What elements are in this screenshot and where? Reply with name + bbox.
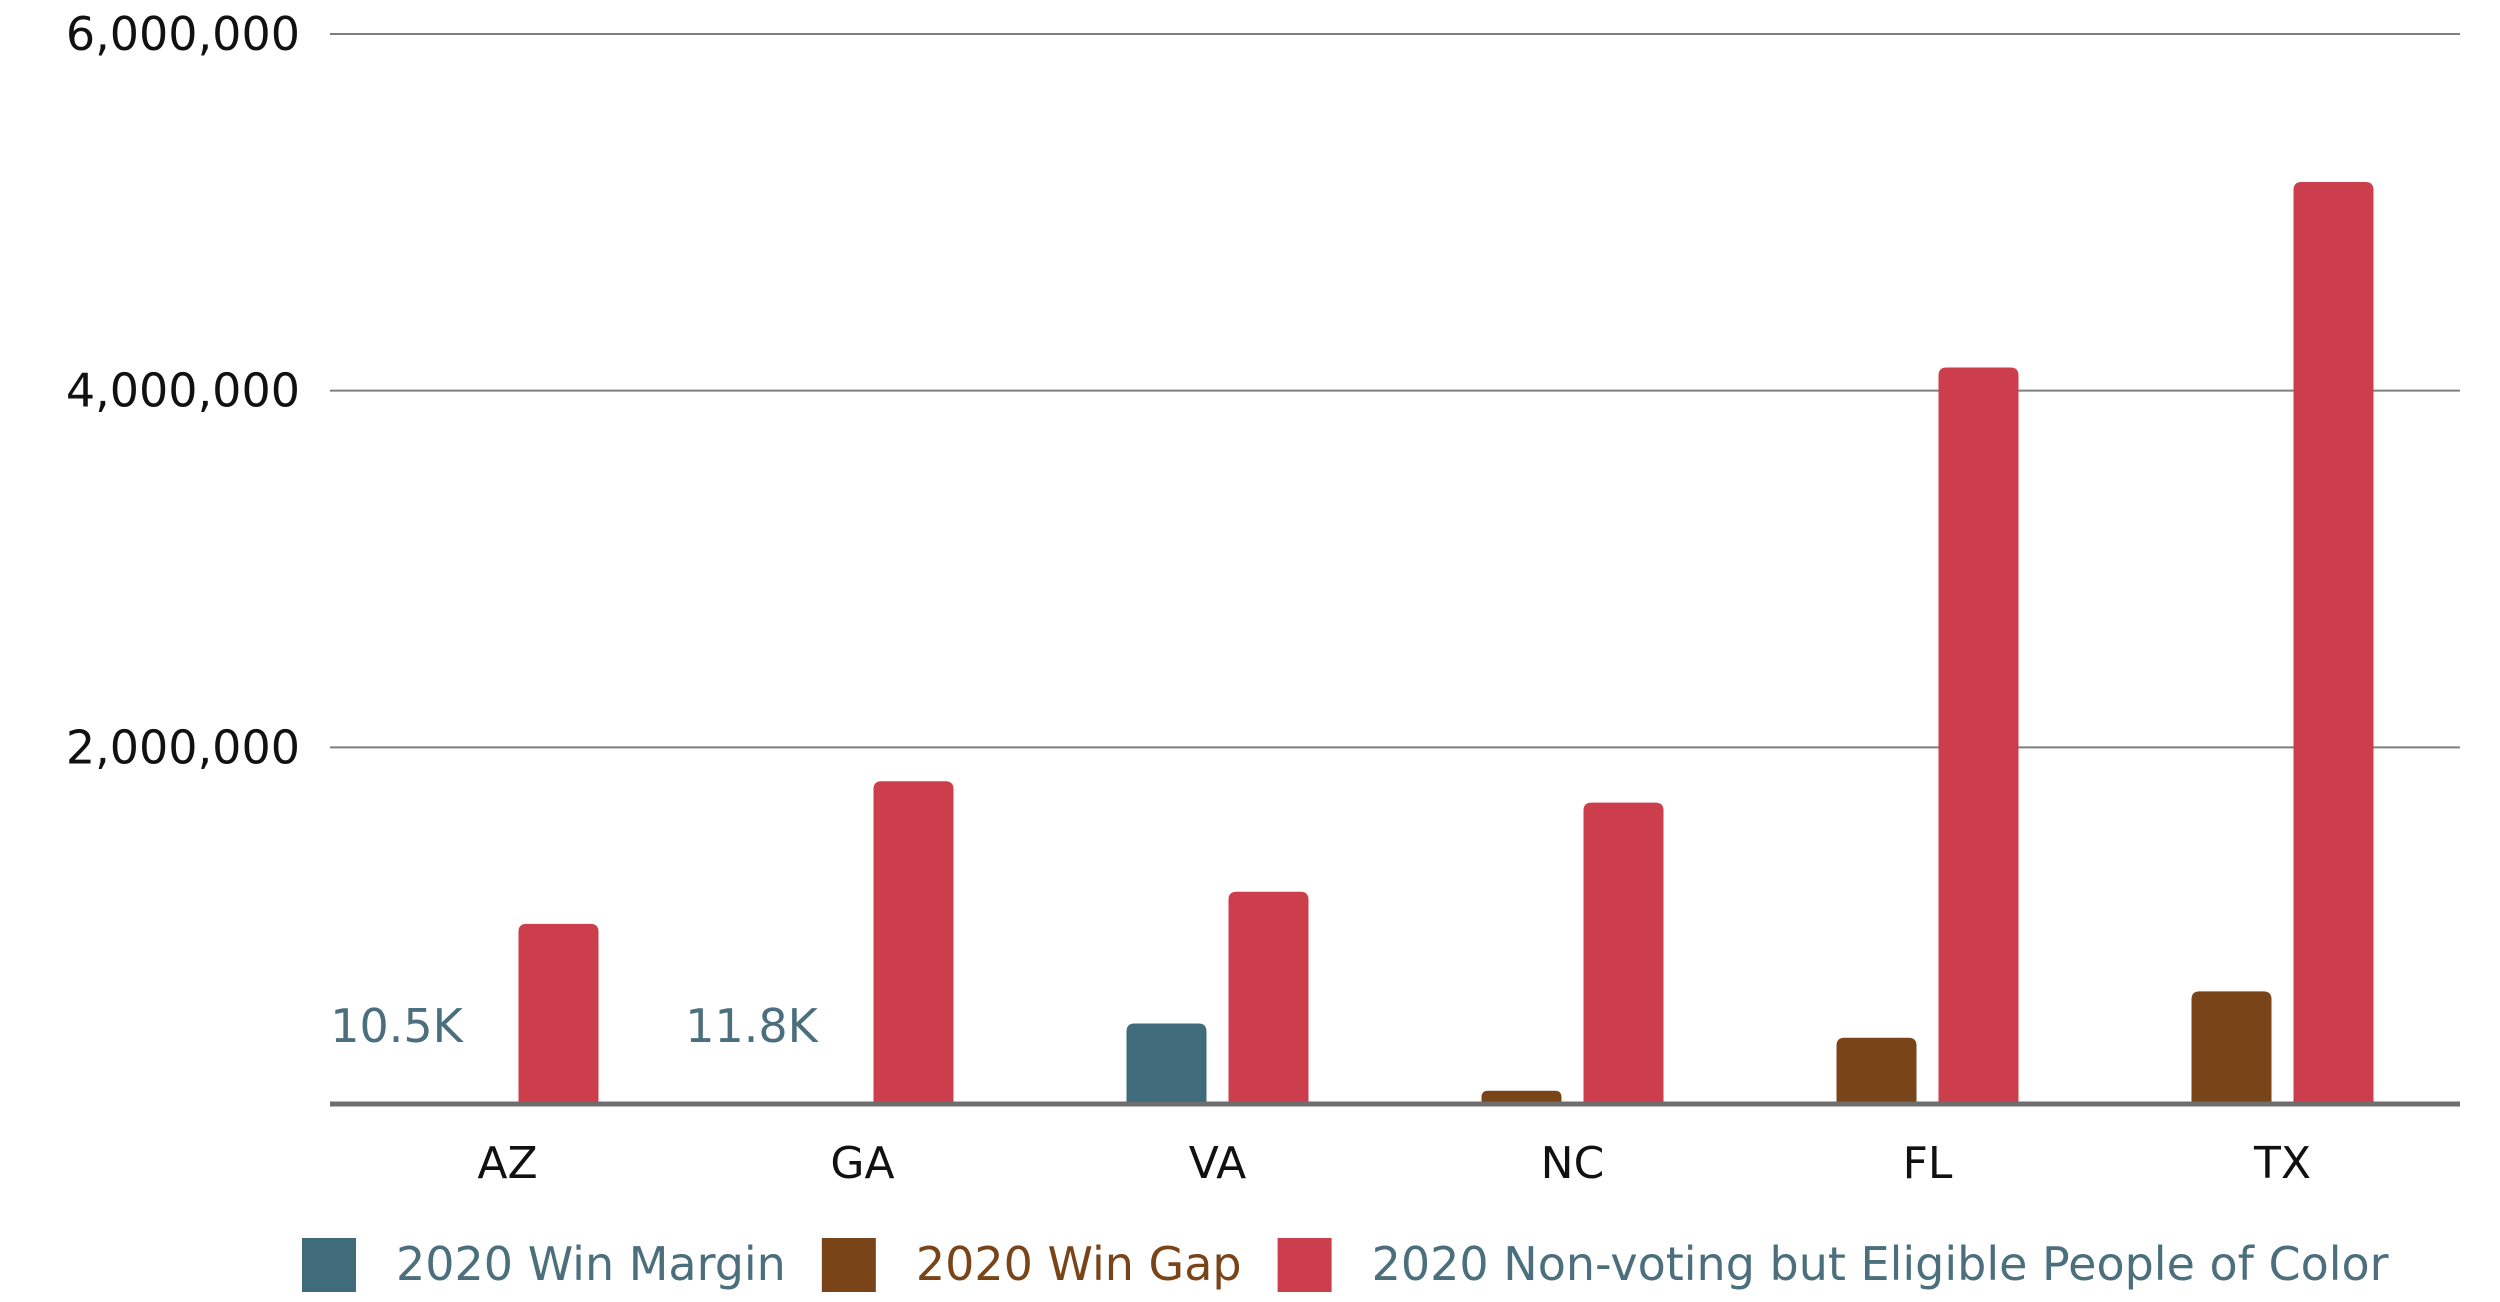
x-tick-label-fl: FL <box>1903 1138 1953 1189</box>
x-tick-label-az: AZ <box>477 1138 537 1189</box>
x-tick-label-tx: TX <box>2253 1138 2311 1189</box>
data-label-2020-win-margin-az: 10.5K <box>330 999 464 1053</box>
y-tick-label: 6,000,000 <box>66 7 300 61</box>
bar-2020-win-gap-fl <box>1836 1037 1917 1104</box>
y-tick-label: 2,000,000 <box>66 720 300 774</box>
bar-2020-non-voting-but-eligible-people-of-color-fl <box>1938 367 2019 1104</box>
legend-label-2020-win-gap: 2020 Win Gap <box>916 1237 1242 1291</box>
legend-swatch-2020-win-gap <box>821 1238 876 1292</box>
x-tick-label-nc: NC <box>1541 1138 1605 1189</box>
bar-2020-non-voting-but-eligible-people-of-color-ga <box>873 781 954 1104</box>
gridlines <box>330 33 2460 749</box>
bar-2020-win-gap-tx <box>2191 991 2272 1104</box>
data-labels: 10.5K 11.8K <box>330 999 819 1053</box>
legend: 2020 Win Margin 2020 Win Gap 2020 Non-voti… <box>302 1237 2389 1292</box>
y-tick-label: 4,000,000 <box>66 364 300 418</box>
bar-2020-non-voting-but-eligible-people-of-color-nc <box>1583 802 1664 1104</box>
y-axis-tick-labels: 2,000,000 4,000,000 6,000,000 <box>66 7 300 774</box>
bars <box>518 182 2374 1104</box>
data-label-2020-win-margin-ga: 11.8K <box>685 999 819 1053</box>
bar-2020-win-margin-va <box>1126 1023 1207 1104</box>
legend-swatch-2020-non-voting-but-eligible-people-of-color <box>1277 1238 1332 1292</box>
legend-swatch-2020-win-margin <box>302 1238 356 1292</box>
bar-2020-non-voting-but-eligible-people-of-color-va <box>1228 891 1309 1104</box>
bar-2020-non-voting-but-eligible-people-of-color-tx <box>2293 182 2374 1104</box>
x-tick-label-ga: GA <box>830 1138 894 1189</box>
bar-2020-non-voting-but-eligible-people-of-color-az <box>518 923 599 1104</box>
bar-2020-win-gap-nc <box>1481 1090 1562 1104</box>
legend-label-2020-non-voting-but-eligible-people-of-color: 2020 Non-voting but Eligible People of C… <box>1372 1237 2389 1291</box>
x-axis-tick-labels: AZ GA VA NC FL TX <box>477 1138 2311 1189</box>
x-tick-label-va: VA <box>1189 1138 1246 1189</box>
legend-label-2020-win-margin: 2020 Win Margin <box>396 1237 786 1291</box>
